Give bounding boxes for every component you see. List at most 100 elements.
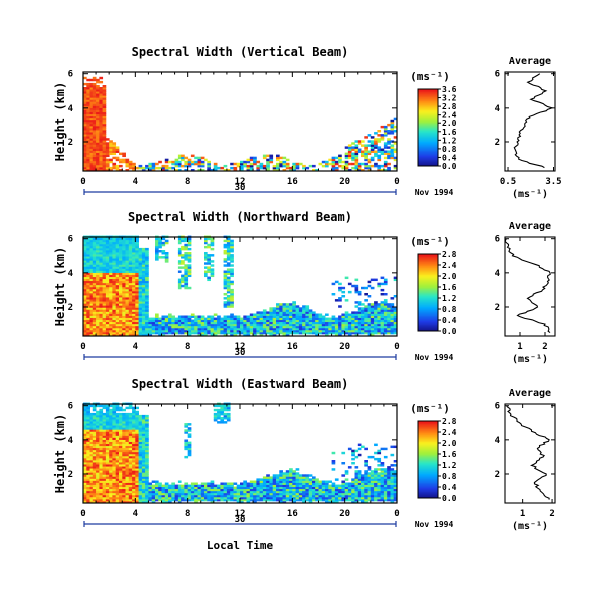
heatmap-cell bbox=[161, 169, 166, 172]
colorbar-segment bbox=[418, 259, 438, 261]
heatmap-cell bbox=[119, 256, 123, 259]
heatmap-cell bbox=[135, 303, 139, 306]
heatmap-cell bbox=[190, 325, 195, 329]
heatmap-cell bbox=[86, 501, 90, 504]
heatmap-cell bbox=[246, 329, 251, 333]
heatmap-cell bbox=[115, 325, 120, 329]
heatmap-cell bbox=[259, 325, 264, 329]
heatmap-cell bbox=[223, 498, 228, 502]
heatmap-cell bbox=[92, 123, 97, 127]
heatmap-cell bbox=[269, 490, 274, 494]
heatmap-cell bbox=[187, 427, 192, 430]
heatmap-cell bbox=[226, 254, 231, 257]
heatmap-cell bbox=[128, 252, 133, 255]
heatmap-cell bbox=[351, 148, 355, 151]
heatmap-cell bbox=[92, 433, 97, 436]
heatmap-cell bbox=[295, 164, 300, 168]
heatmap-cell bbox=[383, 152, 388, 156]
heatmap-cell bbox=[177, 319, 182, 323]
heatmap-cell bbox=[164, 498, 169, 502]
heatmap-cell bbox=[115, 419, 120, 422]
colorbar-segment bbox=[418, 158, 438, 160]
heatmap-cell bbox=[266, 474, 270, 477]
heatmap-cell bbox=[279, 160, 283, 164]
heatmap-cell bbox=[187, 498, 192, 502]
heatmap-cell bbox=[207, 262, 211, 265]
heatmap-cell bbox=[187, 429, 192, 432]
heatmap-cell bbox=[135, 274, 139, 278]
heatmap-cell bbox=[177, 164, 182, 168]
heatmap-cell bbox=[138, 329, 143, 333]
heatmap-cell bbox=[102, 97, 107, 100]
heatmap-cell bbox=[344, 327, 349, 331]
heatmap-cell bbox=[105, 488, 110, 492]
heatmap-cell bbox=[364, 478, 368, 481]
heatmap-cell bbox=[92, 496, 97, 500]
heatmap-cell bbox=[132, 486, 136, 490]
heatmap-cell bbox=[374, 144, 378, 147]
heatmap-cell bbox=[138, 488, 143, 492]
heatmap-cell bbox=[105, 284, 110, 288]
heatmap-cell bbox=[253, 331, 257, 335]
heatmap-cell bbox=[282, 486, 287, 490]
heatmap-cell bbox=[96, 331, 100, 335]
heatmap-cell bbox=[347, 492, 352, 496]
heatmap-cell bbox=[96, 121, 100, 125]
heatmap-cell bbox=[334, 327, 339, 331]
heatmap-cell bbox=[145, 468, 149, 471]
heatmap-cell bbox=[92, 297, 97, 300]
heatmap-cell bbox=[151, 169, 156, 172]
heatmap-cell bbox=[226, 404, 231, 408]
heatmap-cell bbox=[132, 455, 136, 459]
heatmap-cell bbox=[132, 243, 136, 247]
heatmap-cell bbox=[269, 319, 274, 323]
heatmap-cell bbox=[190, 169, 195, 172]
profile-frame bbox=[504, 71, 556, 172]
heatmap-cell bbox=[351, 313, 355, 316]
heatmap-cell bbox=[308, 494, 313, 498]
heatmap-cell bbox=[92, 476, 97, 479]
heatmap-cell bbox=[132, 237, 136, 241]
colorbar-segment bbox=[418, 279, 438, 282]
heatmap-cell bbox=[249, 317, 254, 321]
heatmap-cell bbox=[96, 111, 100, 115]
heatmap-cell bbox=[132, 286, 136, 290]
heatmap-cell bbox=[181, 239, 185, 243]
heatmap-cell bbox=[298, 476, 303, 479]
heatmap-cell bbox=[233, 486, 238, 490]
heatmap-cell bbox=[347, 162, 352, 166]
heatmap-cell bbox=[210, 315, 215, 318]
heatmap-cell bbox=[338, 334, 342, 337]
heatmap-cell bbox=[119, 303, 123, 306]
heatmap-cell bbox=[213, 162, 218, 166]
heatmap-cell bbox=[220, 327, 225, 331]
heatmap-cell bbox=[315, 323, 319, 327]
heatmap-cell bbox=[105, 241, 110, 245]
heatmap-cell bbox=[266, 158, 270, 162]
heatmap-cell bbox=[105, 498, 110, 502]
heatmap-cell bbox=[109, 307, 113, 310]
heatmap-cell bbox=[187, 334, 192, 337]
heatmap-cell bbox=[135, 268, 139, 271]
heatmap-cell bbox=[99, 433, 104, 436]
heatmap-cell bbox=[122, 414, 126, 418]
heatmap-cell bbox=[292, 484, 296, 488]
heatmap-cell bbox=[249, 313, 254, 316]
heatmap-cell bbox=[240, 319, 244, 323]
heatmap-cell bbox=[115, 406, 120, 410]
colorbar-segment bbox=[418, 257, 438, 260]
heatmap-cell bbox=[190, 319, 195, 323]
heatmap-cell bbox=[99, 309, 104, 312]
heatmap-cell bbox=[266, 319, 270, 323]
heatmap-cell bbox=[89, 256, 94, 259]
heatmap-cell bbox=[128, 243, 133, 247]
heatmap-cell bbox=[122, 241, 126, 245]
heatmap-cell bbox=[220, 417, 225, 420]
heatmap-cell bbox=[377, 134, 382, 137]
heatmap-cell bbox=[155, 250, 159, 253]
heatmap-cell bbox=[83, 476, 87, 479]
heatmap-cell bbox=[138, 299, 143, 302]
heatmap-cell bbox=[289, 325, 293, 329]
heatmap-cell bbox=[109, 484, 113, 488]
heatmap-cell bbox=[83, 315, 87, 318]
